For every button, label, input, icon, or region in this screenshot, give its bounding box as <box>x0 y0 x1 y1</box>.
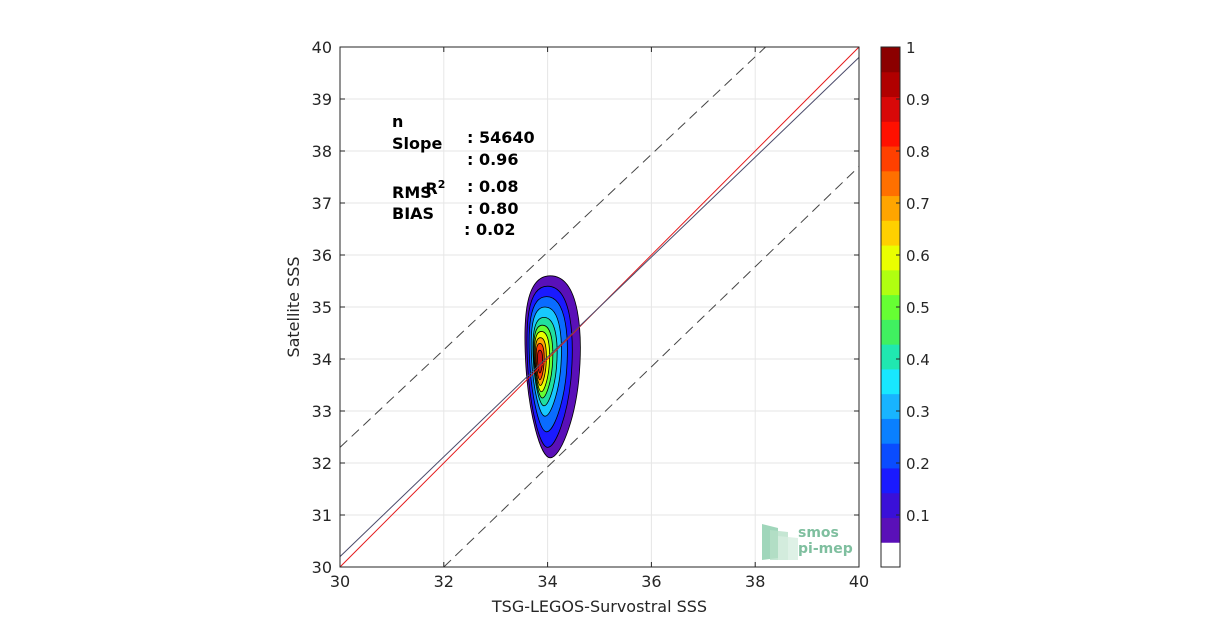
colorbar-segment <box>881 146 900 172</box>
colorbar-segment <box>881 96 900 122</box>
stat-rms-value: : 0.80 <box>467 199 519 218</box>
colorbar-segment <box>881 393 900 419</box>
colorbar-segment <box>881 492 900 518</box>
stat-r2-base: R <box>425 179 438 198</box>
colorbar-tick-label: 1 <box>906 39 916 57</box>
y-tick-label: 30 <box>312 558 332 577</box>
colorbar-segment <box>881 195 900 221</box>
logo-text-pimep: pi-mep <box>798 541 853 557</box>
y-axis-label: Satellite SSS <box>284 256 303 357</box>
colorbar-segment <box>881 245 900 271</box>
stat-slope-value: : 0.96 <box>467 150 519 169</box>
y-tick-label: 40 <box>312 38 332 57</box>
colorbar-segment <box>881 517 900 543</box>
colorbar-tick-label: 0.7 <box>906 195 930 213</box>
stat-r2-value: : 0.08 <box>467 177 519 196</box>
x-tick-label: 40 <box>849 572 869 591</box>
line-fit <box>339 57 860 557</box>
stat-r2-sup: 2 <box>437 178 446 191</box>
colorbar-segment <box>881 467 900 494</box>
y-tick-label: 39 <box>312 90 332 109</box>
y-tick-label: 34 <box>312 350 332 369</box>
x-tick-label: 34 <box>537 572 557 591</box>
colorbar-segment <box>881 418 900 444</box>
stat-r2-label: R2 <box>392 163 445 213</box>
colorbar-tick-label: 0.4 <box>906 351 930 369</box>
colorbar-segment <box>881 368 900 395</box>
y-tick-label: 31 <box>312 506 332 525</box>
smos-pimep-logo: smos pi-mep <box>758 522 858 562</box>
logo-waves-icon <box>762 524 798 560</box>
stat-bias-value: : 0.02 <box>464 220 516 239</box>
colorbar-segment <box>881 542 900 568</box>
colorbar-tick-label: 0.9 <box>906 91 930 109</box>
x-tick-label: 36 <box>641 572 661 591</box>
stat-n-value: : 54640 <box>467 128 535 147</box>
y-tick-label: 36 <box>312 246 332 265</box>
y-tick-label: 32 <box>312 454 332 473</box>
x-tick-label: 30 <box>330 572 350 591</box>
colorbar-segment <box>881 220 900 246</box>
y-tick-label: 35 <box>312 298 332 317</box>
colorbar-tick-label: 0.5 <box>906 299 930 317</box>
logo-text-smos: smos <box>798 525 839 541</box>
colorbar-tick-label: 0.6 <box>906 247 930 265</box>
y-tick-label: 37 <box>312 194 332 213</box>
colorbar-tick-label: 0.8 <box>906 143 930 161</box>
x-tick-label: 32 <box>434 572 454 591</box>
stat-n-label: n <box>392 112 404 131</box>
contour-level-0.9 <box>537 349 543 374</box>
colorbar-segment <box>881 170 900 197</box>
y-tick-label: 33 <box>312 402 332 421</box>
line-upper-bound <box>339 46 766 448</box>
stat-slope-label: Slope <box>392 134 443 153</box>
colorbar-tick-label: 0.2 <box>906 455 930 473</box>
stat-bias-label: BIAS <box>392 204 435 223</box>
colorbar-segment <box>881 319 900 345</box>
colorbar-segment <box>881 294 900 320</box>
stat-rms-label: RMS <box>392 183 432 202</box>
x-tick-label: 38 <box>745 572 765 591</box>
x-axis-label: TSG-LEGOS-Survostral SSS <box>491 597 707 616</box>
colorbar-segment <box>881 121 900 147</box>
colorbar-tick-label: 0.3 <box>906 403 930 421</box>
colorbar-tick-label: 0.1 <box>906 507 930 525</box>
line-lower-bound <box>443 166 860 568</box>
colorbar-segment <box>881 47 900 73</box>
colorbar-segment <box>881 269 900 296</box>
colorbar-segment <box>881 71 900 98</box>
y-tick-label: 38 <box>312 142 332 161</box>
colorbar-segment <box>881 443 900 469</box>
colorbar-segment <box>881 344 900 370</box>
